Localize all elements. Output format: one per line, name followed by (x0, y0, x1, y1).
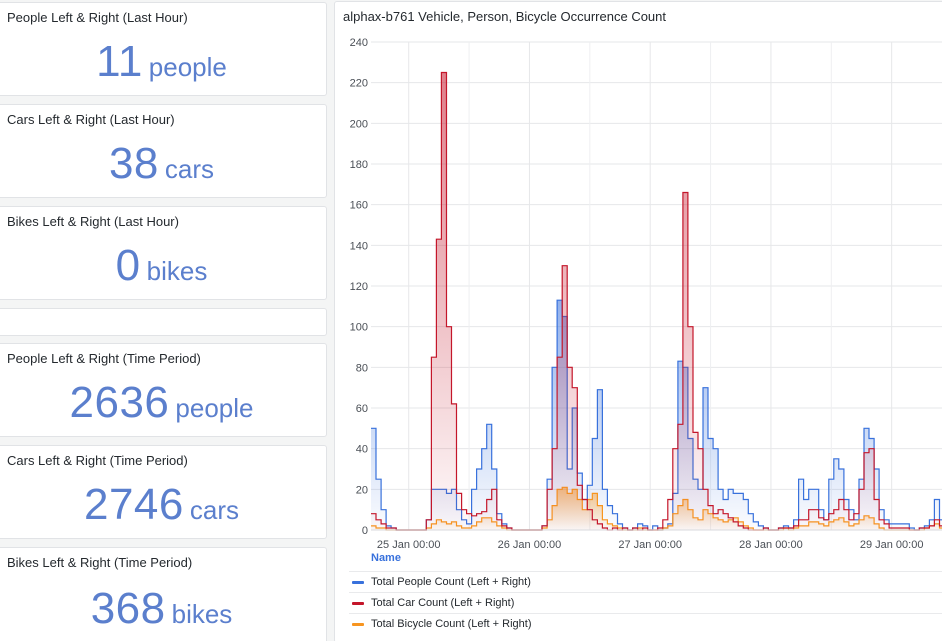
stat-unit: cars (189, 495, 239, 525)
stat-number: 0 (115, 241, 141, 290)
legend-label: Total Car Count (Left + Right) (371, 597, 515, 609)
stat-title: Bikes Left & Right (Last Hour) (7, 214, 179, 229)
stat-number: 11 (96, 37, 143, 86)
y-tick-label: 140 (350, 240, 368, 252)
y-tick-label: 40 (356, 444, 368, 456)
stat-unit: people (148, 52, 227, 82)
x-tick-label: 29 Jan 00:00 (860, 539, 924, 551)
stat-panel-bikes-last-hour[interactable]: Bikes Left & Right (Last Hour) 0 bikes (0, 206, 327, 300)
stat-title: Cars Left & Right (Time Period) (7, 453, 188, 468)
stat-panel-people-time-period[interactable]: People Left & Right (Time Period) 2636 pe… (0, 343, 327, 437)
chart-title: alphax-b761 Vehicle, Person, Bicycle Occ… (343, 9, 667, 24)
legend-item-people[interactable]: Total People Count (Left + Right) (349, 571, 942, 592)
stat-value: 38 cars (0, 139, 326, 189)
stat-title: People Left & Right (Last Hour) (7, 10, 188, 25)
legend-label: Total Bicycle Count (Left + Right) (371, 618, 532, 630)
y-tick-label: 180 (350, 159, 368, 171)
stat-unit: bikes (146, 256, 208, 286)
y-tick-label: 200 (350, 118, 368, 130)
y-tick-label: 80 (356, 362, 368, 374)
stat-value: 2636 people (0, 378, 326, 428)
stat-unit: bikes (171, 599, 233, 629)
stat-panel-cars-last-hour[interactable]: Cars Left & Right (Last Hour) 38 cars (0, 104, 327, 198)
x-tick-label: 25 Jan 00:00 (377, 539, 441, 551)
x-tick-label: 26 Jan 00:00 (498, 539, 562, 551)
stat-title: People Left & Right (Time Period) (7, 351, 201, 366)
y-tick-label: 120 (350, 281, 368, 293)
stat-number: 38 (108, 139, 159, 188)
x-tick-label: 28 Jan 00:00 (739, 539, 803, 551)
stat-value: 11 people (0, 37, 326, 87)
occurrence-chart[interactable]: 0 20 40 60 80 100 120 140 160 180 200 220 240 25 Jan … (335, 2, 942, 562)
stat-number: 2636 (69, 378, 170, 427)
series-line-1 (371, 71, 942, 531)
y-tick-label: 60 (356, 403, 368, 415)
stat-value: 368 bikes (0, 584, 326, 634)
legend-swatch-people (352, 581, 364, 584)
y-tick-label: 20 (356, 484, 368, 496)
legend-swatch-bikes (352, 623, 364, 626)
legend-label: Total People Count (Left + Right) (371, 576, 531, 588)
stat-number: 368 (90, 584, 166, 633)
legend-header[interactable]: Name (371, 552, 401, 564)
stat-title: Cars Left & Right (Last Hour) (7, 112, 175, 127)
stat-number: 2746 (83, 480, 184, 529)
stat-panel-cars-time-period[interactable]: Cars Left & Right (Time Period) 2746 cars (0, 445, 327, 539)
stat-title: Bikes Left & Right (Time Period) (7, 555, 193, 570)
legend-item-cars[interactable]: Total Car Count (Left + Right) (349, 592, 942, 613)
y-tick-label: 0 (362, 525, 368, 537)
stat-unit: people (175, 393, 254, 423)
occurrence-chart-panel[interactable]: alphax-b761 Vehicle, Person, Bicycle Occ… (334, 1, 942, 641)
stat-value: 0 bikes (0, 241, 326, 291)
x-tick-label: 27 Jan 00:00 (618, 539, 682, 551)
legend-swatch-cars (352, 602, 364, 605)
y-tick-label: 240 (350, 37, 368, 49)
stat-panel-bikes-time-period[interactable]: Bikes Left & Right (Time Period) 368 bike… (0, 547, 327, 641)
stat-unit: cars (164, 154, 215, 184)
stat-value: 2746 cars (0, 480, 326, 530)
legend-item-bikes[interactable]: Total Bicycle Count (Left + Right) (349, 613, 942, 634)
y-tick-label: 160 (350, 200, 368, 212)
empty-row-panel (0, 308, 327, 336)
y-tick-label: 220 (350, 78, 368, 90)
y-tick-label: 100 (350, 322, 368, 334)
stat-panel-people-last-hour[interactable]: People Left & Right (Last Hour) 11 people (0, 2, 327, 96)
